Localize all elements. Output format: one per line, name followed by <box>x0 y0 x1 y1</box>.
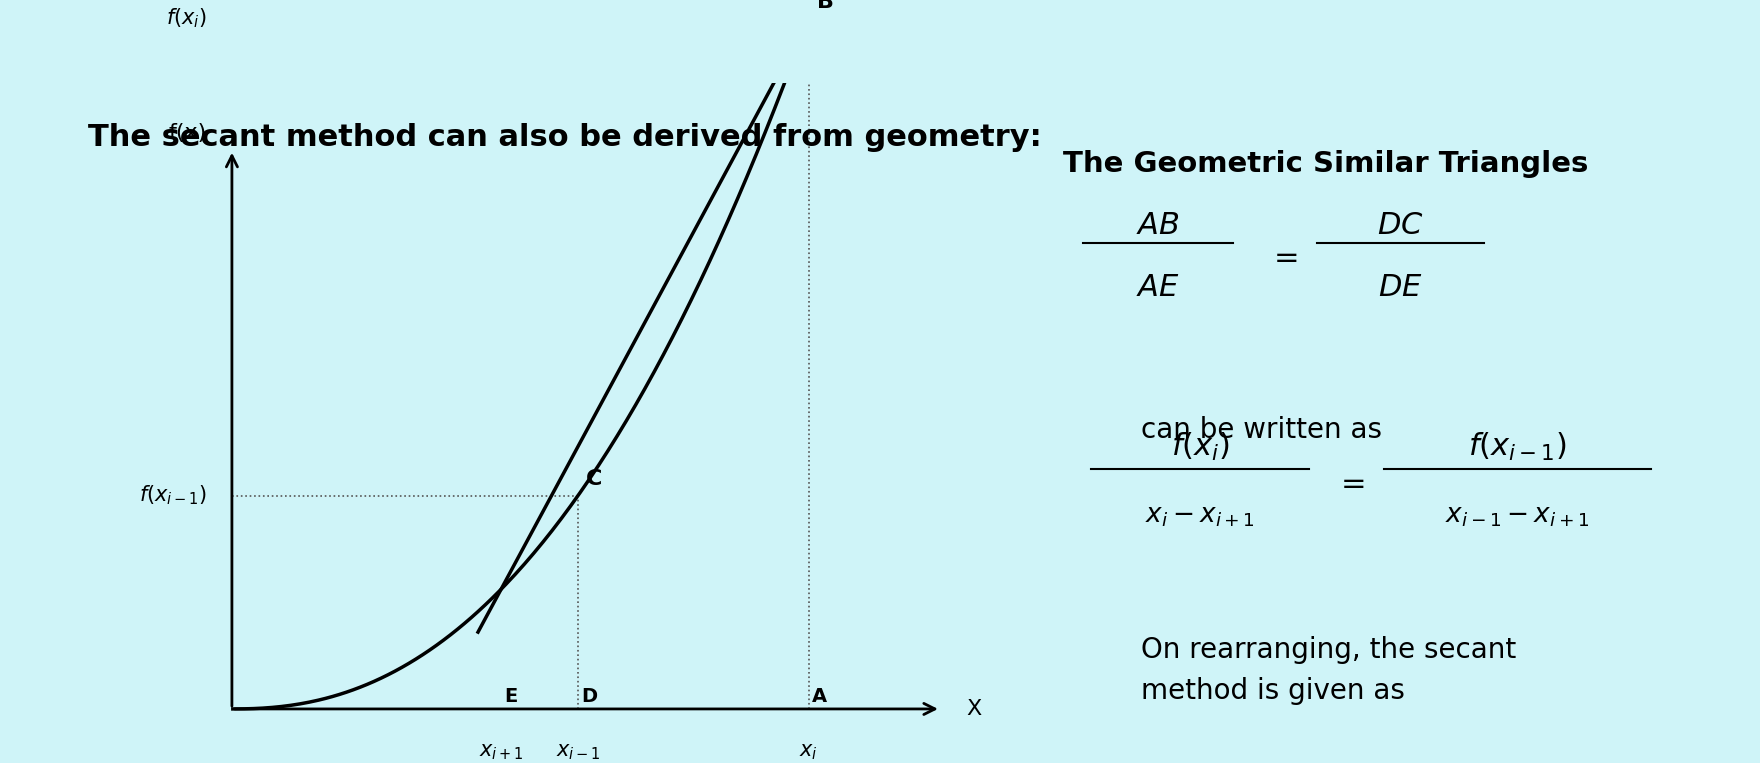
Text: On rearranging, the secant
method is given as: On rearranging, the secant method is giv… <box>1142 636 1517 705</box>
Text: $=$: $=$ <box>1336 468 1366 497</box>
Text: D: D <box>581 687 597 706</box>
Text: $f(x_i)$: $f(x_i)$ <box>165 6 208 30</box>
Text: $f(x_{i-1})$: $f(x_{i-1})$ <box>1468 430 1566 462</box>
Text: The secant method can also be derived from geometry:: The secant method can also be derived fr… <box>88 124 1042 153</box>
Text: $x_i$: $x_i$ <box>799 742 818 762</box>
Text: $x_{i-1} - x_{i+1}$: $x_{i-1} - x_{i+1}$ <box>1445 503 1589 529</box>
Text: $x_i - x_{i+1}$: $x_i - x_{i+1}$ <box>1146 503 1255 529</box>
Text: The Geometric Similar Triangles: The Geometric Similar Triangles <box>1063 150 1588 178</box>
Text: $\mathit{DE}$: $\mathit{DE}$ <box>1378 273 1422 302</box>
Text: $\mathit{DC}$: $\mathit{DC}$ <box>1378 211 1424 240</box>
Text: f(x): f(x) <box>169 123 208 143</box>
Text: A: A <box>811 687 827 706</box>
Text: $f(x_{i-1})$: $f(x_{i-1})$ <box>139 484 208 507</box>
Text: E: E <box>505 687 517 706</box>
Text: B: B <box>817 0 834 11</box>
Text: $\mathit{AB}$: $\mathit{AB}$ <box>1137 211 1179 240</box>
Text: $\mathit{AE}$: $\mathit{AE}$ <box>1137 273 1179 302</box>
Text: $x_{i+1}$: $x_{i+1}$ <box>479 742 523 762</box>
Text: X: X <box>966 699 980 719</box>
Text: $x_{i-1}$: $x_{i-1}$ <box>556 742 600 762</box>
Text: $f(x_i)$: $f(x_i)$ <box>1170 430 1228 462</box>
Text: can be written as: can be written as <box>1142 416 1382 444</box>
Text: $=$: $=$ <box>1269 242 1299 271</box>
Text: C: C <box>586 469 602 489</box>
